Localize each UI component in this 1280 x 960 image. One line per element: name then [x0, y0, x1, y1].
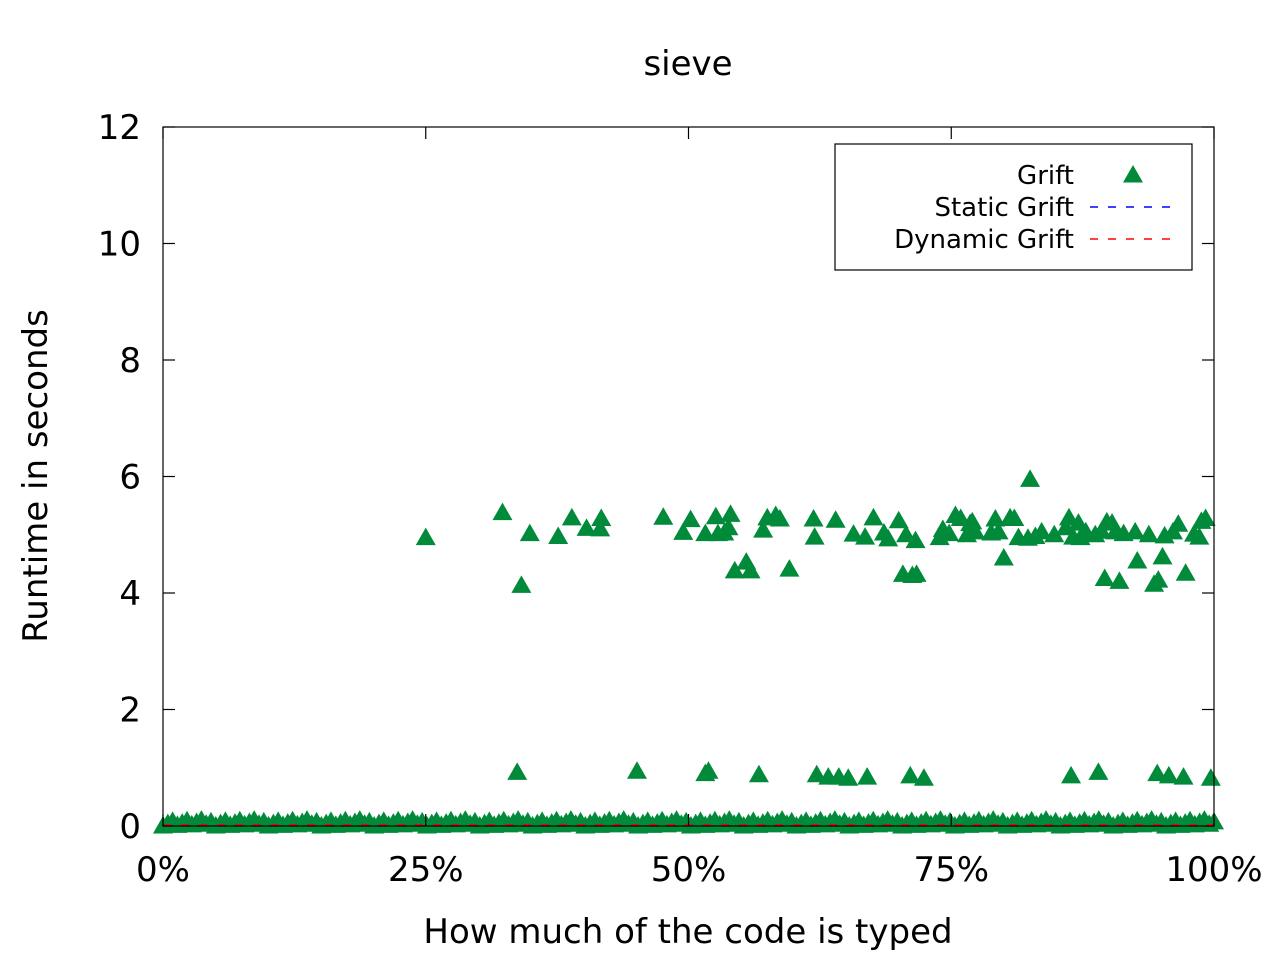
grift-point [561, 507, 582, 526]
grift-point [803, 509, 824, 527]
grift-point [695, 523, 716, 542]
grift-point [548, 526, 569, 544]
grift-point [511, 575, 532, 593]
y-tick-label: 10 [98, 225, 141, 265]
grift-point [740, 560, 761, 579]
grift-point [720, 504, 741, 522]
grift-point [1044, 524, 1065, 543]
grift-point [507, 762, 528, 780]
grift-point [1020, 469, 1041, 487]
grift-point [627, 761, 648, 779]
grift-point [1195, 508, 1216, 526]
grift-point [1094, 568, 1115, 586]
grift-point [1055, 517, 1076, 536]
grift-point [855, 527, 876, 545]
grift-point [1152, 546, 1173, 565]
grift-point [718, 517, 739, 536]
plot-frame [162, 126, 1215, 827]
grift-point [965, 521, 986, 540]
x-tick-label: 100% [1165, 850, 1262, 890]
grift-point [698, 761, 719, 779]
grift-point [492, 502, 513, 521]
grift-point [825, 510, 846, 528]
grift-point [680, 509, 701, 528]
grift-point [779, 559, 800, 577]
grift-point [576, 518, 597, 536]
legend-triangle-icon [1123, 165, 1143, 183]
grift-point [939, 523, 960, 542]
legend-label: Dynamic Grift [894, 225, 1074, 255]
grift-point [1147, 763, 1168, 782]
grift-point [804, 527, 825, 545]
grift-point [519, 523, 540, 542]
plot-area [153, 221, 1224, 834]
grift-point [1109, 571, 1130, 589]
grift-point [748, 764, 769, 783]
legend-label: Grift [1017, 161, 1074, 191]
grift-point [962, 511, 983, 530]
grift-point [415, 527, 436, 546]
grift-point [985, 509, 1006, 527]
grift-point [863, 507, 884, 526]
grift-point [905, 530, 926, 549]
y-tick-label: 0 [119, 807, 141, 847]
grift-point [1158, 765, 1179, 784]
grift-point [806, 764, 827, 783]
grift-point [753, 520, 774, 538]
grift-point [1189, 527, 1210, 545]
grift-point [988, 521, 1009, 540]
grift-point [1091, 521, 1112, 539]
y-tick-label: 4 [119, 574, 141, 614]
grift-point [1148, 570, 1169, 588]
grift-point [590, 518, 611, 537]
grift-point [1031, 521, 1052, 540]
grift-point [1004, 508, 1025, 526]
grift-point [838, 768, 859, 786]
y-tick-label: 8 [119, 341, 141, 381]
x-tick-label: 50% [651, 850, 727, 890]
y-tick-label: 6 [119, 458, 141, 498]
y-tick-label: 2 [119, 691, 141, 731]
grift-point [878, 528, 899, 547]
grift-point [673, 522, 694, 540]
x-axis-label: How much of the code is typed [423, 912, 952, 952]
grift-point [1127, 550, 1148, 569]
grift-point [591, 508, 612, 526]
grift-point [1088, 762, 1109, 780]
grift-point [906, 564, 927, 582]
grift-point [1173, 767, 1194, 785]
legend-label: Static Grift [934, 193, 1074, 223]
x-tick-label: 0% [136, 850, 190, 890]
grift-point [1168, 514, 1189, 532]
x-tick-label: 25% [388, 850, 464, 890]
grift-point [653, 507, 674, 525]
grift-point [1138, 524, 1159, 543]
grift-point [843, 524, 864, 542]
y-tick-label: 12 [98, 108, 141, 148]
grift-point [1125, 521, 1146, 540]
grift-point [888, 510, 909, 529]
chart-title: sieve [643, 44, 732, 84]
grift-point [724, 560, 745, 579]
grift-point [769, 509, 790, 527]
grift-point [1061, 765, 1082, 784]
grift-point [705, 506, 726, 525]
grift-point [993, 548, 1014, 566]
grift-point [900, 765, 921, 784]
grift-point [857, 767, 878, 785]
grift-point [1175, 563, 1196, 581]
y-axis-label: Runtime in seconds [16, 309, 56, 643]
grift-point [1200, 768, 1221, 786]
grift-point [896, 524, 917, 543]
x-tick-label: 75% [913, 850, 989, 890]
grift-points [415, 221, 1221, 786]
grift-point [913, 768, 934, 786]
axis-ticks: 0% 25% 50% 75% 100% 0 2 4 6 8 10 12 [98, 108, 1263, 890]
